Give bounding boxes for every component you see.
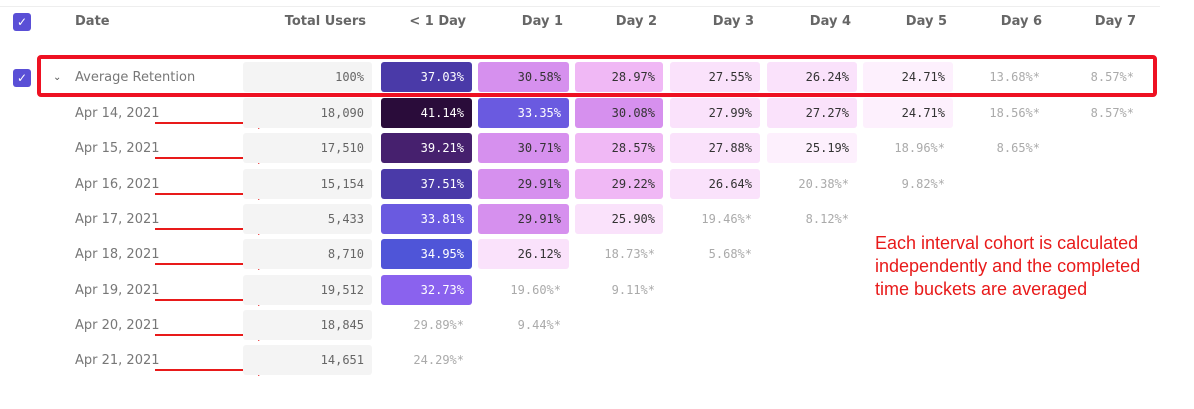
total-users-cell: 5,433 [243,203,372,234]
cohort-date: Apr 21, 2021 [75,353,160,369]
retention-cell[interactable]: 18.73%* [604,247,655,262]
retention-cell[interactable]: 34.95% [381,239,472,270]
retention-cell[interactable]: 41.14% [381,98,472,128]
chevron-down-icon[interactable]: ⌄ [53,72,62,83]
divider [0,6,1160,7]
cohort-date: Apr 17, 2021 [75,211,160,227]
retention-cell[interactable]: 25.19% [767,133,857,164]
retention-cell[interactable]: 8.57%* [1090,106,1134,120]
column-header[interactable]: Day 6 [1000,14,1042,29]
retention-cell[interactable]: 19.46%* [701,211,752,226]
retention-cell[interactable]: 13.68%* [989,70,1040,84]
column-header[interactable]: Day 5 [905,14,947,29]
column-header[interactable]: Day 1 [521,14,563,29]
column-header[interactable]: Date [75,14,110,29]
retention-cell[interactable]: 30.08% [575,98,663,128]
total-users-cell: 8,710 [243,239,372,270]
retention-cell[interactable]: 24.71% [863,62,953,92]
retention-cell[interactable]: 30.58% [478,62,569,92]
select-all-checkbox[interactable]: ✓ [13,13,31,31]
retention-cell[interactable]: 19.60%* [510,282,561,297]
total-users-cell: 18,090 [243,98,372,128]
retention-cell[interactable]: 37.03% [381,62,472,92]
retention-cell[interactable]: 8.57%* [1090,70,1134,84]
total-users-cell: 17,510 [243,133,372,164]
retention-cell[interactable]: 33.35% [478,98,569,128]
cohort-date: Apr 18, 2021 [75,247,160,263]
retention-cell[interactable]: 24.29%* [413,353,464,368]
cohort-date: Apr 19, 2021 [75,282,160,298]
retention-cell[interactable]: 25.90% [575,203,663,234]
column-header[interactable]: < 1 Day [409,14,466,29]
cohort-date: Apr 14, 2021 [75,106,160,121]
retention-cell[interactable]: 33.81% [381,203,472,234]
retention-cell[interactable]: 26.64% [670,168,760,199]
retention-cell[interactable]: 9.82%* [901,176,945,191]
cohort-date: Apr 16, 2021 [75,176,160,192]
retention-cell[interactable]: 28.57% [575,133,663,164]
column-header[interactable]: Total Users [284,14,366,29]
retention-cell[interactable]: 28.97% [575,62,663,92]
retention-cell[interactable]: 32.73% [381,274,472,305]
retention-cell[interactable]: 27.55% [670,62,760,92]
retention-cell[interactable]: 29.91% [478,168,569,199]
retention-cell[interactable]: 39.21% [381,133,472,164]
check-icon: ✓ [16,15,28,29]
column-header[interactable]: Day 7 [1094,14,1136,29]
column-header[interactable]: Day 3 [712,14,754,29]
retention-cell[interactable]: 29.91% [478,203,569,234]
retention-cell[interactable]: 18.96%* [894,141,945,156]
retention-cell[interactable]: 24.71% [863,98,953,128]
retention-cell[interactable]: 29.89%* [413,317,464,332]
total-users-cell: 19,512 [243,274,372,305]
check-icon: ✓ [16,71,28,85]
column-header[interactable]: Day 4 [809,14,851,29]
total-users-cell: 15,154 [243,168,372,199]
highlight-box [37,55,1157,97]
retention-cell[interactable]: 27.99% [670,98,760,128]
column-header[interactable]: Day 2 [615,14,657,29]
average-retention-label: Average Retention [75,70,196,85]
retention-cell[interactable]: 29.22% [575,168,663,199]
total-users-cell: 18,845 [243,309,372,340]
retention-cell[interactable]: 9.11%* [611,282,655,297]
retention-cell[interactable]: 5.68%* [708,247,752,262]
retention-cell[interactable]: 9.44%* [517,317,561,332]
cohort-date: Apr 20, 2021 [75,317,160,333]
retention-cell[interactable]: 20.38%* [798,176,849,191]
total-users-cell: 14,651 [243,345,372,376]
retention-cell[interactable]: 8.12%* [805,211,849,226]
retention-cell[interactable]: 26.12% [478,239,569,270]
total-users-cell: 100% [243,62,372,92]
annotation-note: Each interval cohort is calculated indep… [875,233,1141,299]
average-row-checkbox[interactable]: ✓ [13,69,31,87]
retention-cell[interactable]: 18.56%* [989,106,1040,120]
retention-cell[interactable]: 37.51% [381,168,472,199]
retention-cell[interactable]: 27.27% [767,98,857,128]
retention-cell[interactable]: 30.71% [478,133,569,164]
retention-cell[interactable]: 8.65%* [996,141,1040,156]
retention-cell[interactable]: 26.24% [767,62,857,92]
retention-cell[interactable]: 27.88% [670,133,760,164]
cohort-date: Apr 15, 2021 [75,141,160,157]
